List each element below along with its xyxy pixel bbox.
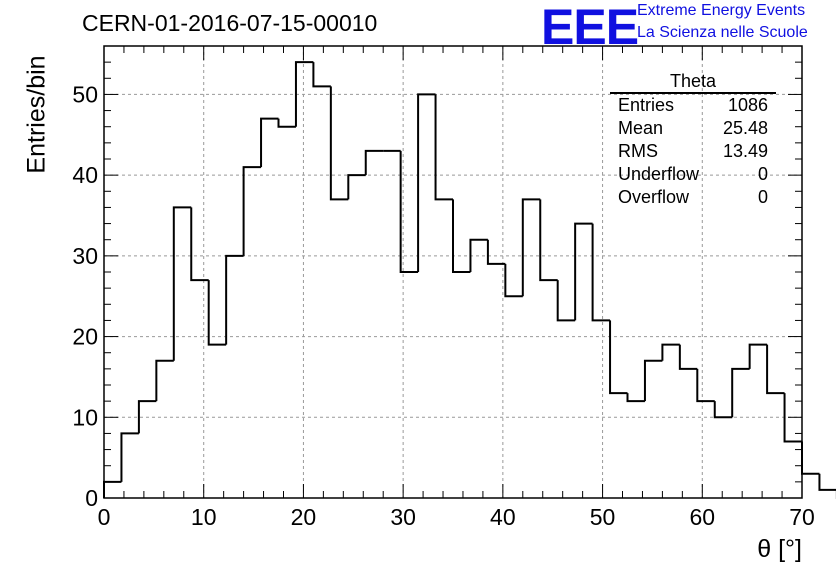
stats-label: RMS [618,141,658,161]
histogram-bin [643,359,663,402]
histogram-bin [155,359,174,402]
x-tick-label: 30 [390,504,416,530]
stats-value: 0 [757,187,768,207]
y-tick-label: 0 [85,485,98,511]
histogram-bin [347,174,366,200]
eee-logo: EEE [541,0,639,55]
stats-row-rms: RMS 13.49 [610,140,776,163]
histogram-bin [556,280,576,322]
histogram-bin [103,480,122,498]
histogram-bin [469,238,488,272]
histogram-bin [574,222,593,321]
logo-line-2: La Scienza nelle Scuole [637,24,808,41]
y-tick-label: 20 [72,324,98,350]
histogram-bin [626,393,645,403]
y-tick-label: 10 [72,404,98,430]
histogram-bin [277,118,296,128]
histogram-bin [731,367,750,418]
stats-row-entries: Entries 1086 [610,94,776,117]
stats-box: Theta Entries 1086 Mean 25.48 RMS 13.49 … [610,70,776,209]
histogram-bin [417,93,436,272]
histogram-bin [678,344,698,370]
histogram-bin [190,207,209,282]
histogram-bin [521,198,541,297]
histogram-bin [294,61,314,127]
stats-label: Mean [618,118,664,138]
histogram-bin [434,94,453,201]
histogram-bin [713,401,733,419]
x-axis-label: θ [°] [757,535,802,563]
y-tick-label: 40 [72,162,98,188]
x-tick-label: 10 [191,504,217,530]
x-tick-label: 60 [689,504,715,530]
histogram-bin [120,432,139,482]
histogram-bin [242,166,262,256]
histogram-bin [329,86,349,201]
stats-label: Overflow [618,187,690,207]
run-title: CERN-01-2016-07-15-00010 [82,10,378,36]
stats-label: Underflow [618,164,700,184]
histogram-bin [661,343,680,361]
histogram-bin [591,223,611,322]
histogram-bin [260,117,279,168]
logo-line-1: Extreme Energy Events [637,2,806,19]
histogram-bin [399,150,419,273]
stats-row-overflow: Overflow 0 [610,186,776,209]
histogram-bin [818,473,836,491]
x-tick-label: 0 [98,504,111,530]
y-tick-label: 50 [72,81,98,107]
stats-value: 25.48 [722,118,768,138]
histogram-bin [172,206,192,361]
histogram-bin [364,149,384,176]
histogram-bin [766,344,785,395]
stats-value: 1086 [727,95,768,115]
x-tick-label: 50 [590,504,616,530]
histogram-bin [748,343,768,369]
histogram-bin [312,62,331,88]
stats-label: Entries [618,95,675,115]
x-tick-label: 70 [789,504,815,530]
y-tick-label: 30 [72,243,98,269]
stats-row-underflow: Underflow 0 [610,163,776,186]
plot-frame [103,45,803,499]
x-tick-label: 20 [291,504,317,530]
histogram-bin [207,280,227,346]
histogram-bin [539,199,558,282]
histogram-bin [696,368,715,403]
histogram-bin [137,400,157,434]
histogram-bin [801,441,820,475]
stats-row-mean: Mean 25.48 [610,117,776,140]
histogram-bin [225,254,244,345]
histogram-bin [783,393,802,443]
x-tick-label: 40 [490,504,516,530]
stats-value: 13.49 [722,141,768,161]
histogram-bin [452,199,471,273]
stats-title: Theta [610,70,776,94]
stats-value: 0 [757,164,768,184]
histogram-bin [504,263,523,298]
histogram-bin [609,320,628,395]
y-axis-label: Entries/bin [22,55,51,174]
histogram-bin [486,239,506,265]
